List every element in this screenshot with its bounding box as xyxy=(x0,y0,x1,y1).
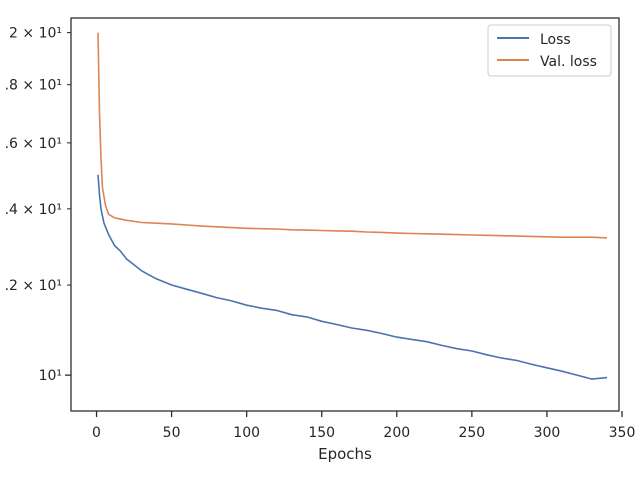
legend: Loss Val. loss xyxy=(487,24,612,77)
y-tick-label: .4 × 10¹ xyxy=(5,202,62,218)
series-layer xyxy=(97,32,608,380)
legend-loss-label: Loss xyxy=(540,32,571,48)
series-val-loss-line xyxy=(97,32,608,239)
series-loss-line xyxy=(97,174,608,380)
x-axis-title: Epochs xyxy=(318,445,372,463)
y-axis: 10¹ .2 × 10¹ .4 × 10¹ .6 × 10¹ .8 × 10¹ 2 × 1… xyxy=(5,26,71,384)
x-tick-label: 200 xyxy=(383,425,410,441)
x-tick-label: 150 xyxy=(308,425,335,441)
x-tick-label: 350 xyxy=(609,425,636,441)
y-tick-label: 10¹ xyxy=(39,368,62,384)
y-tick-label: 2 × 10¹ xyxy=(9,26,62,42)
plot-area xyxy=(70,17,620,412)
x-tick-label: 50 xyxy=(163,425,181,441)
y-tick-label: .6 × 10¹ xyxy=(5,136,62,152)
x-tick-label: 300 xyxy=(534,425,561,441)
x-tick-label: 250 xyxy=(458,425,485,441)
y-tick-label: .2 × 10¹ xyxy=(5,278,62,294)
x-axis: 0 50 100 150 200 250 300 350 xyxy=(92,411,635,441)
x-tick-label: 0 xyxy=(92,425,101,441)
x-tick-label: 100 xyxy=(233,425,260,441)
legend-val-loss-label: Val. loss xyxy=(540,54,597,70)
y-tick-label: .8 × 10¹ xyxy=(5,78,62,94)
